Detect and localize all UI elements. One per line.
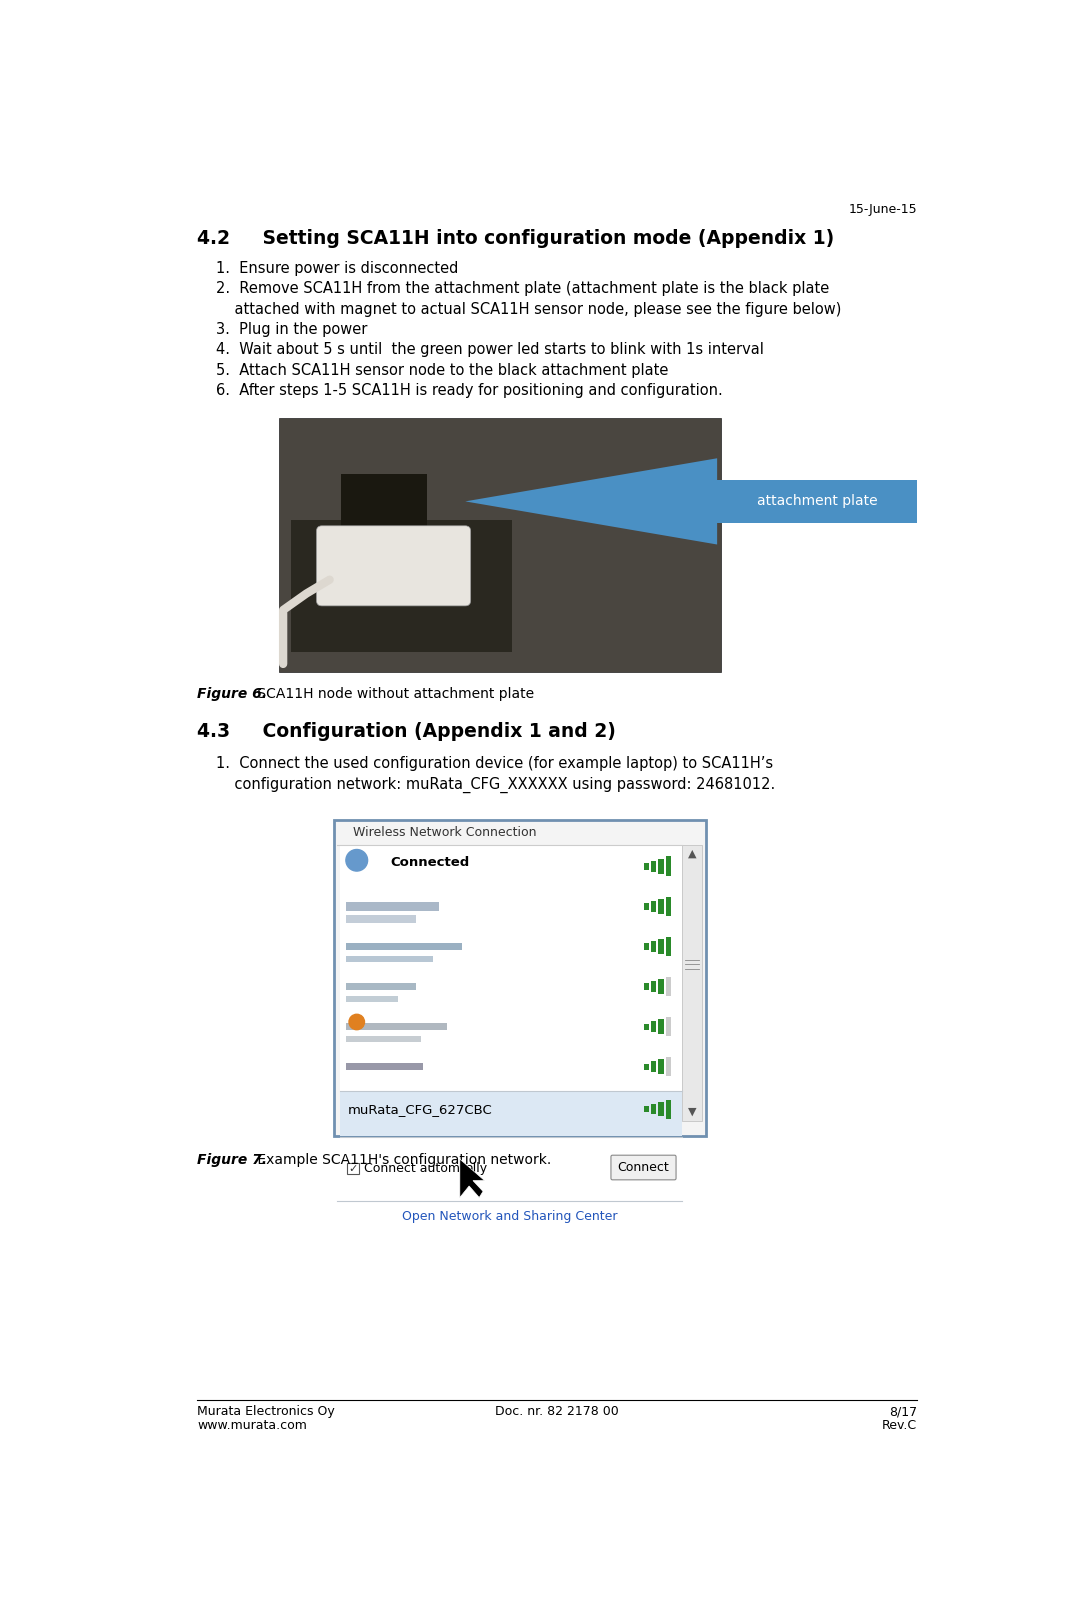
- Circle shape: [349, 1014, 364, 1030]
- Polygon shape: [460, 1158, 485, 1197]
- Text: Connect autom: Connect autom: [364, 1162, 461, 1175]
- Text: Connected: Connected: [390, 856, 470, 869]
- Text: Wireless Network Connection: Wireless Network Connection: [353, 825, 536, 838]
- FancyBboxPatch shape: [659, 859, 664, 874]
- Text: 5.  Attach SCA11H sensor node to the black attachment plate: 5. Attach SCA11H sensor node to the blac…: [216, 364, 669, 378]
- FancyBboxPatch shape: [346, 996, 398, 1002]
- FancyBboxPatch shape: [291, 520, 512, 652]
- FancyBboxPatch shape: [651, 1104, 657, 1115]
- FancyBboxPatch shape: [316, 526, 471, 607]
- FancyBboxPatch shape: [279, 417, 721, 671]
- Text: ✓: ✓: [349, 1163, 358, 1173]
- Text: attached with magnet to actual SCA11H sensor node, please see the figure below): attached with magnet to actual SCA11H se…: [216, 301, 841, 317]
- FancyBboxPatch shape: [644, 943, 649, 949]
- FancyBboxPatch shape: [341, 475, 426, 533]
- Text: 6.  After steps 1-5 SCA11H is ready for positioning and configuration.: 6. After steps 1-5 SCA11H is ready for p…: [216, 383, 723, 399]
- Text: www.murata.com: www.murata.com: [197, 1419, 307, 1432]
- FancyBboxPatch shape: [651, 941, 657, 951]
- FancyBboxPatch shape: [346, 903, 439, 911]
- Text: attachment plate: attachment plate: [757, 494, 877, 508]
- FancyBboxPatch shape: [346, 1023, 447, 1030]
- FancyBboxPatch shape: [659, 1018, 664, 1035]
- FancyBboxPatch shape: [665, 977, 671, 996]
- FancyBboxPatch shape: [611, 1155, 676, 1179]
- Text: Open Network and Sharing Center: Open Network and Sharing Center: [402, 1210, 617, 1223]
- Text: 1.  Ensure power is disconnected: 1. Ensure power is disconnected: [216, 261, 459, 275]
- FancyBboxPatch shape: [665, 936, 671, 956]
- FancyBboxPatch shape: [651, 861, 657, 872]
- Text: Connect: Connect: [617, 1162, 670, 1175]
- FancyBboxPatch shape: [683, 845, 701, 1120]
- Polygon shape: [465, 459, 717, 544]
- FancyBboxPatch shape: [346, 983, 415, 991]
- Circle shape: [346, 850, 367, 870]
- FancyBboxPatch shape: [659, 1059, 664, 1073]
- Text: 15-June-15: 15-June-15: [849, 203, 917, 216]
- FancyBboxPatch shape: [665, 856, 671, 877]
- FancyBboxPatch shape: [340, 1091, 683, 1136]
- FancyBboxPatch shape: [346, 1036, 422, 1043]
- Text: Doc. nr. 82 2178 00: Doc. nr. 82 2178 00: [496, 1405, 619, 1418]
- FancyBboxPatch shape: [644, 903, 649, 909]
- Text: ▼: ▼: [688, 1107, 696, 1117]
- FancyBboxPatch shape: [334, 821, 705, 1136]
- FancyBboxPatch shape: [340, 845, 683, 1120]
- Text: 4.2     Setting SCA11H into configuration mode (Appendix 1): 4.2 Setting SCA11H into configuration mo…: [197, 228, 835, 248]
- FancyBboxPatch shape: [659, 980, 664, 994]
- FancyBboxPatch shape: [659, 899, 664, 914]
- Text: Rev.C: Rev.C: [882, 1419, 917, 1432]
- FancyBboxPatch shape: [659, 1102, 664, 1117]
- Text: Figure 6.: Figure 6.: [197, 687, 267, 702]
- Text: muRata_CFG_627CBC: muRata_CFG_627CBC: [348, 1102, 492, 1115]
- FancyBboxPatch shape: [659, 940, 664, 954]
- FancyBboxPatch shape: [346, 1064, 424, 1070]
- FancyBboxPatch shape: [644, 864, 649, 869]
- FancyBboxPatch shape: [346, 916, 415, 922]
- FancyBboxPatch shape: [665, 1099, 671, 1118]
- FancyBboxPatch shape: [644, 1023, 649, 1030]
- FancyBboxPatch shape: [337, 822, 701, 843]
- FancyBboxPatch shape: [665, 898, 671, 916]
- Text: 2.  Remove SCA11H from the attachment plate (attachment plate is the black plate: 2. Remove SCA11H from the attachment pla…: [216, 282, 829, 296]
- Text: Example SCA11H's configuration network.: Example SCA11H's configuration network.: [253, 1154, 551, 1167]
- FancyBboxPatch shape: [644, 1105, 649, 1112]
- Text: 4.3     Configuration (Appendix 1 and 2): 4.3 Configuration (Appendix 1 and 2): [197, 722, 616, 740]
- Text: Figure 7.: Figure 7.: [197, 1154, 267, 1167]
- Text: 1.  Connect the used configuration device (for example laptop) to SCA11H’s: 1. Connect the used configuration device…: [216, 756, 774, 771]
- FancyBboxPatch shape: [651, 981, 657, 991]
- Text: 4.  Wait about 5 s until  the green power led starts to blink with 1s interval: 4. Wait about 5 s until the green power …: [216, 343, 764, 357]
- FancyBboxPatch shape: [651, 901, 657, 912]
- FancyBboxPatch shape: [665, 1017, 671, 1036]
- Text: 3.  Plug in the power: 3. Plug in the power: [216, 322, 367, 336]
- Text: configuration network: muRata_CFG_XXXXXX using password: 24681012.: configuration network: muRata_CFG_XXXXXX…: [216, 777, 776, 793]
- FancyBboxPatch shape: [651, 1022, 657, 1031]
- Text: Murata Electronics Oy: Murata Electronics Oy: [197, 1405, 335, 1418]
- FancyBboxPatch shape: [644, 1064, 649, 1070]
- FancyBboxPatch shape: [644, 983, 649, 990]
- FancyBboxPatch shape: [346, 943, 462, 951]
- FancyBboxPatch shape: [665, 1057, 671, 1076]
- FancyBboxPatch shape: [651, 1062, 657, 1072]
- FancyBboxPatch shape: [346, 956, 433, 962]
- Text: ▲: ▲: [688, 850, 696, 859]
- FancyBboxPatch shape: [348, 1163, 359, 1175]
- Text: 8/17: 8/17: [889, 1405, 917, 1418]
- Text: SCA11H node without attachment plate: SCA11H node without attachment plate: [253, 687, 534, 702]
- Text: ally: ally: [465, 1162, 487, 1175]
- FancyBboxPatch shape: [717, 479, 917, 523]
